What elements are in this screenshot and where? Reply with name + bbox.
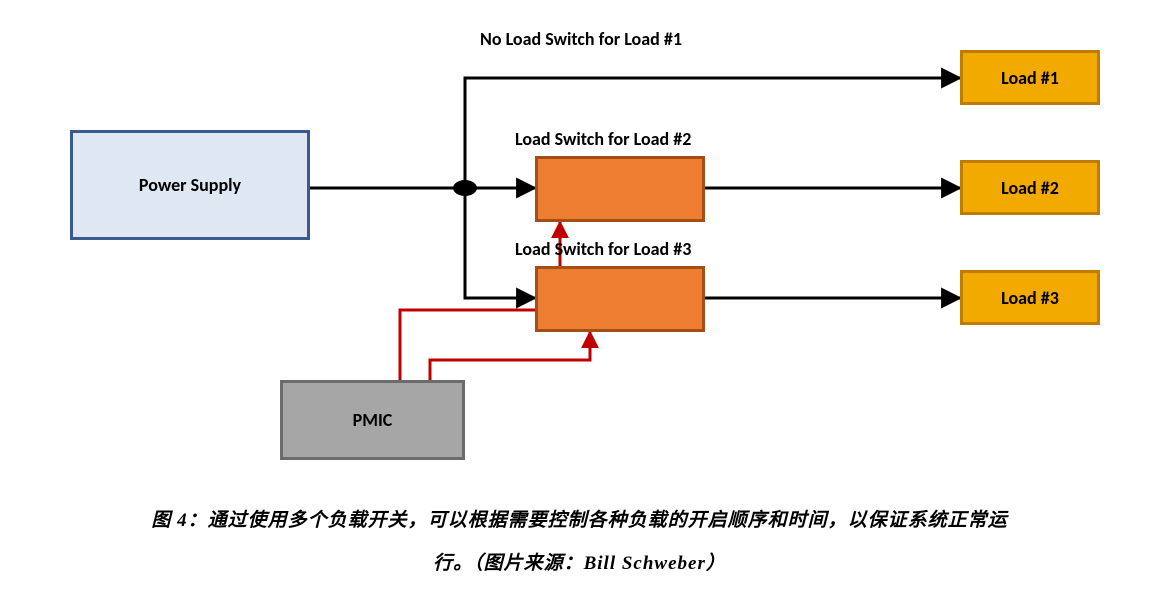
load-1-label: Load #1 [1001, 67, 1059, 89]
load-3-label: Load #3 [1001, 287, 1059, 309]
block-diagram: Power Supply PMIC Load #1 Load #2 Load #… [0, 0, 1159, 601]
load-switch-2-block [535, 156, 705, 222]
load-2-block: Load #2 [960, 160, 1100, 215]
load-switch-3-label: Load Switch for Load #3 [515, 238, 691, 260]
power-supply-block: Power Supply [70, 130, 310, 240]
figure-caption-line-2: 行。（图片来源：Bill Schweber） [0, 548, 1159, 575]
figure-caption-line-1: 图 4：通过使用多个负载开关，可以根据需要控制各种负载的开启顺序和时间，以保证系… [0, 505, 1159, 532]
load-2-label: Load #2 [1001, 177, 1059, 199]
pmic-label: PMIC [353, 409, 393, 431]
power-supply-label: Power Supply [139, 174, 241, 196]
load-switch-3-block [535, 266, 705, 332]
junction-node [453, 180, 477, 196]
load-3-block: Load #3 [960, 270, 1100, 325]
pmic-block: PMIC [280, 380, 465, 460]
load-switch-2-label: Load Switch for Load #2 [515, 128, 691, 150]
load-1-block: Load #1 [960, 50, 1100, 105]
no-load-switch-label: No Load Switch for Load #1 [480, 28, 682, 50]
